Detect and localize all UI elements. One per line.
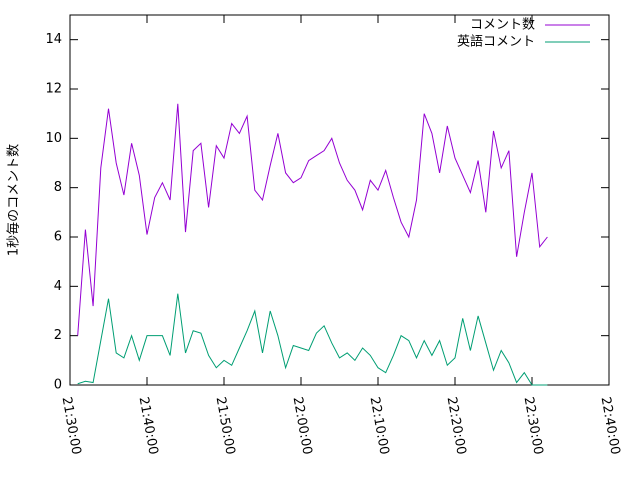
legend-label: 英語コメント [457,34,535,50]
y-tick-label: 4 [54,279,62,294]
y-tick-label: 2 [54,328,62,343]
series-line [77,103,548,336]
x-tick-label: 22:30:00 [521,396,546,456]
x-tick-label: 21:50:00 [213,396,238,456]
y-tick-label: 12 [45,82,62,97]
y-tick-label: 8 [54,180,62,195]
series-line [77,293,548,386]
x-tick-label: 21:40:00 [136,396,161,456]
y-tick-label: 14 [45,32,62,47]
legend-label: コメント数 [470,18,535,33]
x-tick-label: 22:10:00 [367,396,392,456]
x-tick-label: 22:00:00 [290,396,315,456]
y-tick-label: 0 [54,378,62,393]
plot-border [69,14,610,386]
y-axis-label: 1秒毎のコメント数 [6,144,22,256]
x-tick-label: 22:20:00 [444,396,469,456]
y-tick-label: 6 [54,230,62,245]
y-tick-label: 10 [45,131,62,146]
x-tick-label: 22:40:00 [598,396,623,456]
x-tick-label: 21:30:00 [59,396,84,456]
